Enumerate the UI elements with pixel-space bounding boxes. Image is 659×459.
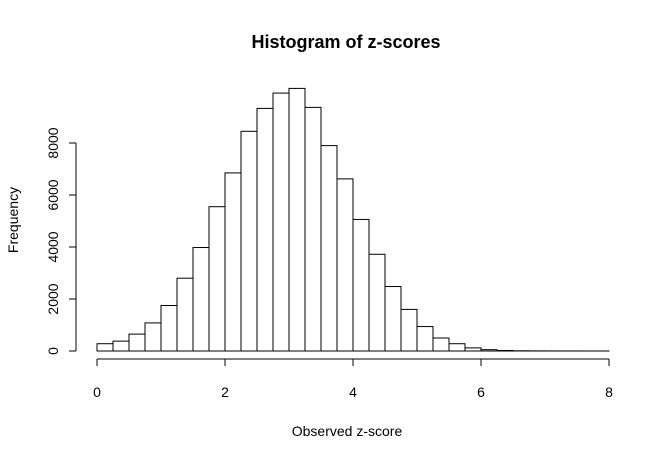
- histogram-bar: [272, 92, 290, 352]
- histogram-bar: [224, 172, 242, 352]
- histogram-bar: [448, 343, 466, 352]
- histogram-bar: [112, 340, 130, 352]
- histogram-bar: [96, 343, 114, 352]
- x-tick-label: 2: [221, 384, 229, 400]
- histogram-bar: [416, 326, 434, 352]
- chart-title: Histogram of z-scores: [251, 32, 440, 52]
- x-tick-label: 4: [349, 384, 357, 400]
- histogram-bar: [384, 286, 402, 352]
- x-tick-label: 0: [93, 384, 101, 400]
- bars-group: [96, 87, 610, 352]
- histogram-bar: [336, 178, 354, 352]
- x-axis-label: Observed z-score: [292, 423, 403, 439]
- histogram-bar: [480, 349, 498, 352]
- y-tick-label: 2000: [45, 283, 61, 314]
- histogram-bar: [144, 322, 162, 352]
- x-axis: 0 2 4 6 8: [93, 358, 613, 400]
- histogram-bar: [368, 253, 386, 352]
- histogram-bar: [240, 130, 258, 352]
- y-tick-label: 0: [45, 347, 61, 355]
- histogram-bar: [128, 333, 146, 352]
- histogram-bar: [304, 106, 322, 352]
- histogram-bar: [496, 349, 514, 352]
- y-tick-label: 6000: [45, 179, 61, 210]
- y-tick-label: 4000: [45, 231, 61, 262]
- histogram-bar: [176, 277, 194, 352]
- y-axis: 0 2000 4000 6000 8000: [45, 127, 77, 355]
- x-tick-label: 6: [477, 384, 485, 400]
- histogram-bar: [320, 145, 338, 352]
- histogram-bar: [256, 107, 274, 352]
- histogram-bar: [400, 308, 418, 352]
- histogram-bar: [208, 206, 226, 352]
- histogram-bar: [464, 347, 482, 352]
- y-tick-label: 8000: [45, 127, 61, 158]
- histogram-bar: [192, 247, 210, 352]
- histogram-bar: [432, 337, 450, 352]
- histogram-bar: [288, 87, 306, 352]
- y-axis-label: Frequency: [5, 187, 21, 253]
- histogram-bar: [160, 305, 178, 352]
- histogram-bar: [352, 218, 370, 352]
- x-tick-label: 8: [605, 384, 613, 400]
